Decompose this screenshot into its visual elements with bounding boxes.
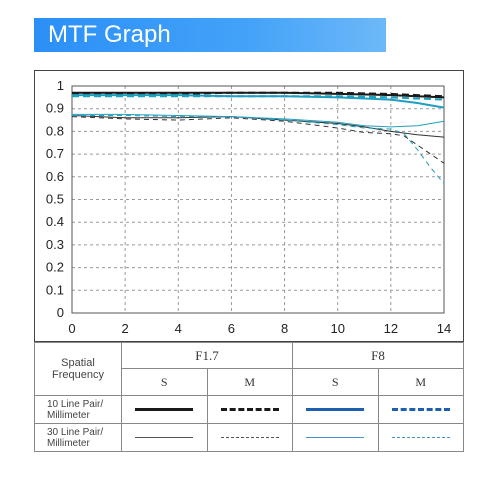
legend-cell [206, 395, 293, 424]
legend-cell [377, 395, 464, 424]
swatch-f8-m-10lp [391, 408, 450, 412]
legend-table: Spatial Frequency F1.7 F8 S M S M 10 Lin… [34, 342, 464, 452]
x-tick-label: 4 [175, 321, 182, 336]
series-line-1 [72, 91, 445, 98]
y-tick-label: 0.9 [46, 101, 64, 116]
swatch-f8-s-30lp [306, 437, 365, 439]
legend-group-f17: F1.7 [121, 342, 293, 369]
x-tick-label: 14 [437, 321, 451, 336]
legend-sub-f8-m: M [377, 368, 464, 396]
series-line-2 [71, 115, 445, 138]
legend-row-30lp-label: 30 Line Pair/ Millimeter [47, 426, 104, 449]
legend-cell [292, 395, 379, 424]
x-tick-label: 6 [228, 321, 235, 336]
swatch-f17-m-30lp [220, 437, 279, 439]
legend-cell [377, 423, 464, 452]
chart-frame [34, 70, 464, 342]
y-tick-label: 1 [57, 78, 64, 93]
series-line-3 [71, 116, 445, 164]
y-tick-label: 0.4 [46, 214, 64, 229]
chart-title: MTF Graph [48, 21, 171, 48]
swatch-f17-s-10lp [135, 408, 194, 412]
legend-header-spatial-frequency: Spatial Frequency [34, 342, 122, 396]
legend-group-f8: F8 [292, 342, 464, 369]
legend-cell [121, 395, 208, 424]
swatch-f8-s-10lp [306, 408, 365, 412]
x-tick-label: 12 [384, 321, 398, 336]
swatch-f17-s-30lp [135, 437, 194, 439]
legend-row-10lp: 10 Line Pair/ Millimeter [34, 395, 122, 424]
legend-cell [121, 423, 208, 452]
y-tick-label: 0.8 [46, 123, 64, 138]
series-line-7 [72, 115, 445, 184]
legend-cell [292, 423, 379, 452]
series-line-6 [72, 113, 445, 128]
legend-cell [206, 423, 293, 452]
y-tick-label: 0.5 [46, 192, 64, 207]
y-tick-label: 0.1 [46, 282, 64, 297]
swatch-f8-m-30lp [391, 437, 450, 439]
x-tick-label: 2 [122, 321, 129, 336]
legend-sub-f17-s: S [121, 368, 208, 396]
mtf-chart: 00.10.20.30.40.50.60.70.80.910 2 4 6 8 10 12 14 [46, 78, 451, 336]
series-line-5 [72, 95, 445, 101]
plot-area-border [71, 85, 445, 314]
title-banner: MTF Graph [34, 18, 386, 52]
x-tick-label: 0 [68, 321, 75, 336]
y-tick-label: 0.2 [46, 260, 64, 275]
x-tick-label: 8 [281, 321, 288, 336]
legend-row-30lp: 30 Line Pair/ Millimeter [34, 423, 122, 452]
legend-sub-f17-m: M [206, 368, 293, 396]
y-tick-label: 0.6 [46, 169, 64, 184]
y-tick-label: 0.3 [46, 237, 64, 252]
x-tick-label: 10 [330, 321, 344, 336]
legend-row-10lp-label: 10 Line Pair/ Millimeter [47, 398, 104, 421]
legend-sub-f8-s: S [292, 368, 379, 396]
legend-header-text: Spatial Frequency [52, 357, 104, 381]
swatch-f17-m-10lp [220, 408, 279, 412]
y-tick-label: 0 [57, 305, 64, 320]
y-tick-label: 0.7 [46, 146, 64, 161]
